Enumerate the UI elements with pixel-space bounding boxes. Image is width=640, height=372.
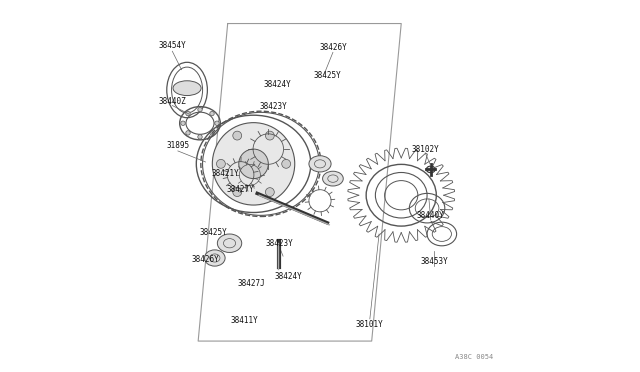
- Text: 31895: 31895: [166, 141, 189, 150]
- Text: 38427Y: 38427Y: [227, 185, 255, 194]
- Text: 38421Y: 38421Y: [212, 169, 240, 177]
- Circle shape: [216, 160, 225, 168]
- Text: 38426Y: 38426Y: [319, 43, 347, 52]
- Text: 38101Y: 38101Y: [356, 320, 384, 329]
- Text: 38423Y: 38423Y: [266, 239, 293, 248]
- Circle shape: [215, 121, 220, 125]
- Ellipse shape: [323, 171, 343, 186]
- Text: 38425Y: 38425Y: [199, 228, 227, 237]
- Text: 38424Y: 38424Y: [264, 80, 291, 89]
- Ellipse shape: [426, 166, 435, 173]
- Text: 38440Y: 38440Y: [417, 211, 445, 220]
- Circle shape: [212, 123, 295, 205]
- Text: 38427J: 38427J: [238, 279, 266, 288]
- Text: 38423Y: 38423Y: [260, 102, 288, 111]
- Text: 38411Y: 38411Y: [230, 316, 258, 325]
- Text: 38426Y: 38426Y: [191, 255, 220, 264]
- Circle shape: [239, 149, 268, 179]
- Circle shape: [266, 187, 275, 196]
- Circle shape: [210, 111, 214, 116]
- Circle shape: [198, 135, 202, 139]
- Circle shape: [233, 131, 242, 140]
- Text: 38425Y: 38425Y: [314, 71, 341, 80]
- Circle shape: [282, 160, 291, 168]
- Circle shape: [198, 108, 202, 112]
- Circle shape: [233, 187, 242, 196]
- Circle shape: [210, 131, 214, 135]
- Text: 38424Y: 38424Y: [275, 272, 303, 281]
- Text: A38C 0054: A38C 0054: [455, 353, 493, 359]
- Circle shape: [266, 131, 275, 140]
- Text: 38102Y: 38102Y: [412, 145, 439, 154]
- Circle shape: [181, 121, 185, 125]
- Ellipse shape: [218, 234, 242, 253]
- Circle shape: [186, 131, 190, 135]
- Ellipse shape: [173, 81, 201, 96]
- Text: 38440Z: 38440Z: [159, 97, 186, 106]
- Circle shape: [186, 111, 190, 116]
- Text: 38453Y: 38453Y: [420, 257, 449, 266]
- Ellipse shape: [309, 156, 331, 172]
- Ellipse shape: [204, 250, 225, 266]
- Text: 38454Y: 38454Y: [159, 41, 186, 50]
